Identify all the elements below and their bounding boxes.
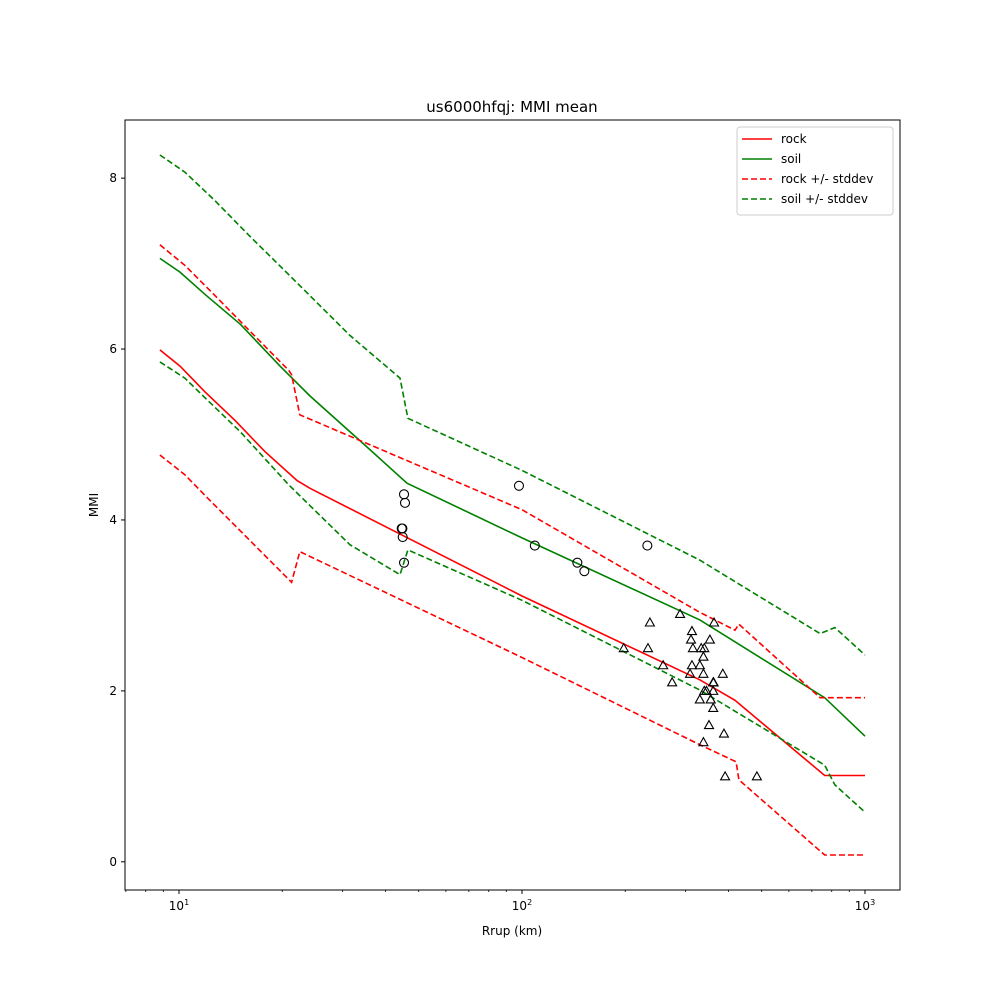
circle-point (397, 531, 408, 543)
triangle-point (694, 693, 706, 704)
circle-point (399, 497, 411, 508)
legend-box (736, 126, 894, 216)
series-line-0 (159, 349, 865, 777)
legend-label: rock +/- stddev (781, 172, 873, 186)
legend-label: rock (781, 132, 807, 146)
x-tick-label: 103 (855, 898, 875, 913)
legend-label: soil +/- stddev (781, 192, 868, 206)
circle-point (579, 566, 590, 577)
triangle-point (718, 727, 730, 738)
triangle-point (644, 616, 656, 627)
series-group (159, 154, 866, 856)
y-axis-label: MMI (87, 493, 101, 517)
series-line-2 (159, 244, 865, 699)
triangle-point (698, 642, 710, 653)
series-line-1 (159, 257, 866, 737)
y-tick-label: 4 (109, 513, 117, 527)
triangle-point (666, 676, 678, 687)
legend-label: soil (781, 152, 801, 166)
circle-point (513, 480, 525, 491)
circle-point (398, 557, 410, 568)
triangle-point (697, 651, 709, 661)
triangle-point (684, 668, 696, 678)
chart-title: us6000hfqj: MMI mean (426, 98, 597, 116)
y-tick-label: 2 (109, 684, 117, 698)
axes-frame (124, 119, 901, 891)
triangle-point (705, 693, 717, 704)
triangle-point (707, 702, 719, 713)
triangle-point (694, 659, 706, 670)
x-tick-label: 102 (512, 898, 532, 913)
triangle-point (708, 616, 720, 627)
x-tick-label: 101 (169, 898, 189, 913)
y-tick-label: 6 (109, 342, 117, 356)
triangle-point (708, 676, 720, 687)
legend: rock soil rock +/- stddev soil +/- stddev (736, 126, 894, 216)
circle-point (529, 540, 540, 551)
x-axis-label: Rrup (km) (482, 924, 542, 938)
circle-point (572, 557, 583, 568)
triangle-point (618, 642, 630, 653)
triangle-point (701, 685, 712, 695)
circle-point (642, 540, 653, 551)
y-tick-label: 0 (109, 855, 117, 869)
series-line-3 (159, 454, 865, 856)
triangle-point (697, 668, 709, 678)
triangle-point (642, 642, 654, 653)
series-line-4 (159, 154, 866, 656)
triangle-point (685, 633, 697, 644)
y-tick-label: 8 (109, 171, 117, 185)
triangle-point (719, 770, 731, 781)
triangle-point (707, 685, 719, 695)
triangle-point (717, 668, 729, 678)
triangle-point (697, 736, 709, 747)
triangle-point (704, 633, 716, 644)
series-line-5 (159, 361, 866, 813)
triangle-point (657, 659, 669, 670)
triangle-point (751, 770, 763, 781)
triangle-point (703, 719, 715, 730)
triangle-point (686, 625, 698, 636)
triangle-point (687, 642, 699, 653)
triangle-point (686, 659, 698, 670)
triangle-point (674, 608, 686, 619)
plot-area: 101 102 103 0 2 4 6 8 (109, 119, 901, 913)
